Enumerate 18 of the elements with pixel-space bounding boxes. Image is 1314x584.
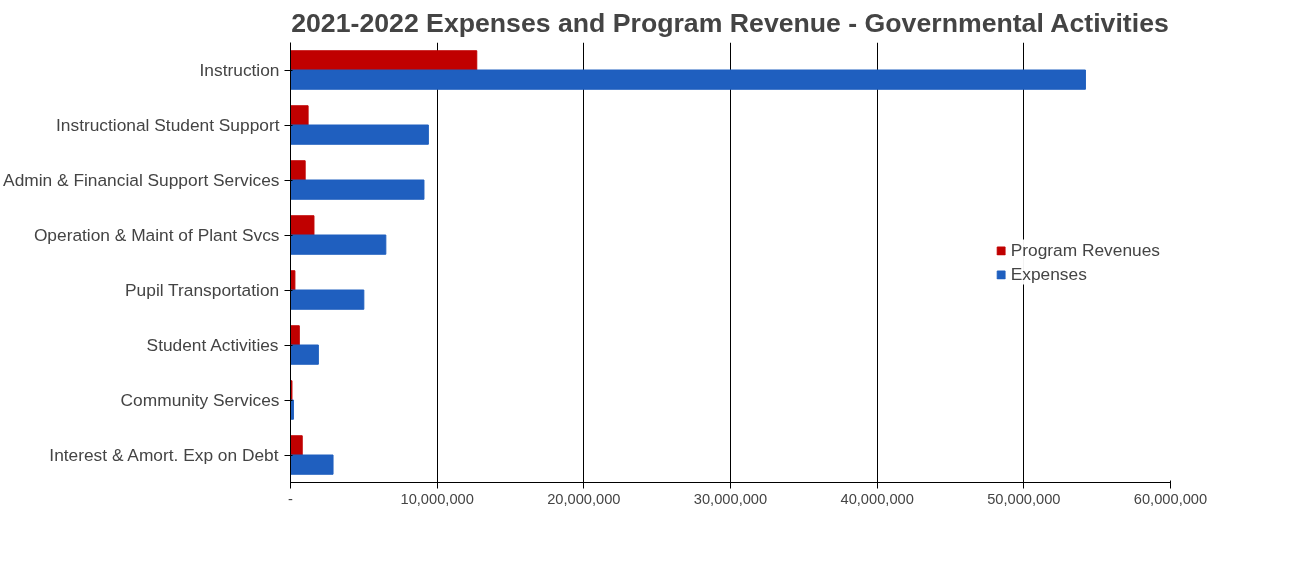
y-tick-label: Student Activities — [146, 335, 279, 355]
y-tick-label: Operation & Maint of Plant Svcs — [33, 225, 280, 245]
x-tick-label: 30,000,000 — [693, 490, 768, 507]
y-tick-label: Community Services — [120, 390, 280, 410]
x-tick-label: 50,000,000 — [987, 490, 1061, 507]
legend-label: Expenses — [1010, 263, 1087, 285]
chart-title: 2021-2022 Expenses and Program Revenue - Governmental Activities — [291, 7, 1169, 38]
x-tick-label: 60,000,000 — [1133, 490, 1208, 507]
y-tick-label: Interest & Amort. Exp on Debt — [49, 445, 279, 465]
y-tick-label: Pupil Transportation — [125, 280, 280, 300]
x-tick-label: 40,000,000 — [840, 490, 914, 507]
y-tick-label: Instructional Student Support — [56, 115, 280, 135]
y-tick-label: Admin & Financial Support Services — [3, 170, 280, 190]
legend-label: Program Revenues — [1010, 239, 1160, 261]
x-tick-label: 10,000,000 — [400, 490, 474, 507]
x-tick-label: 20,000,000 — [547, 490, 621, 507]
y-tick-label: Instruction — [199, 60, 280, 80]
x-tick-label: - — [288, 490, 294, 507]
